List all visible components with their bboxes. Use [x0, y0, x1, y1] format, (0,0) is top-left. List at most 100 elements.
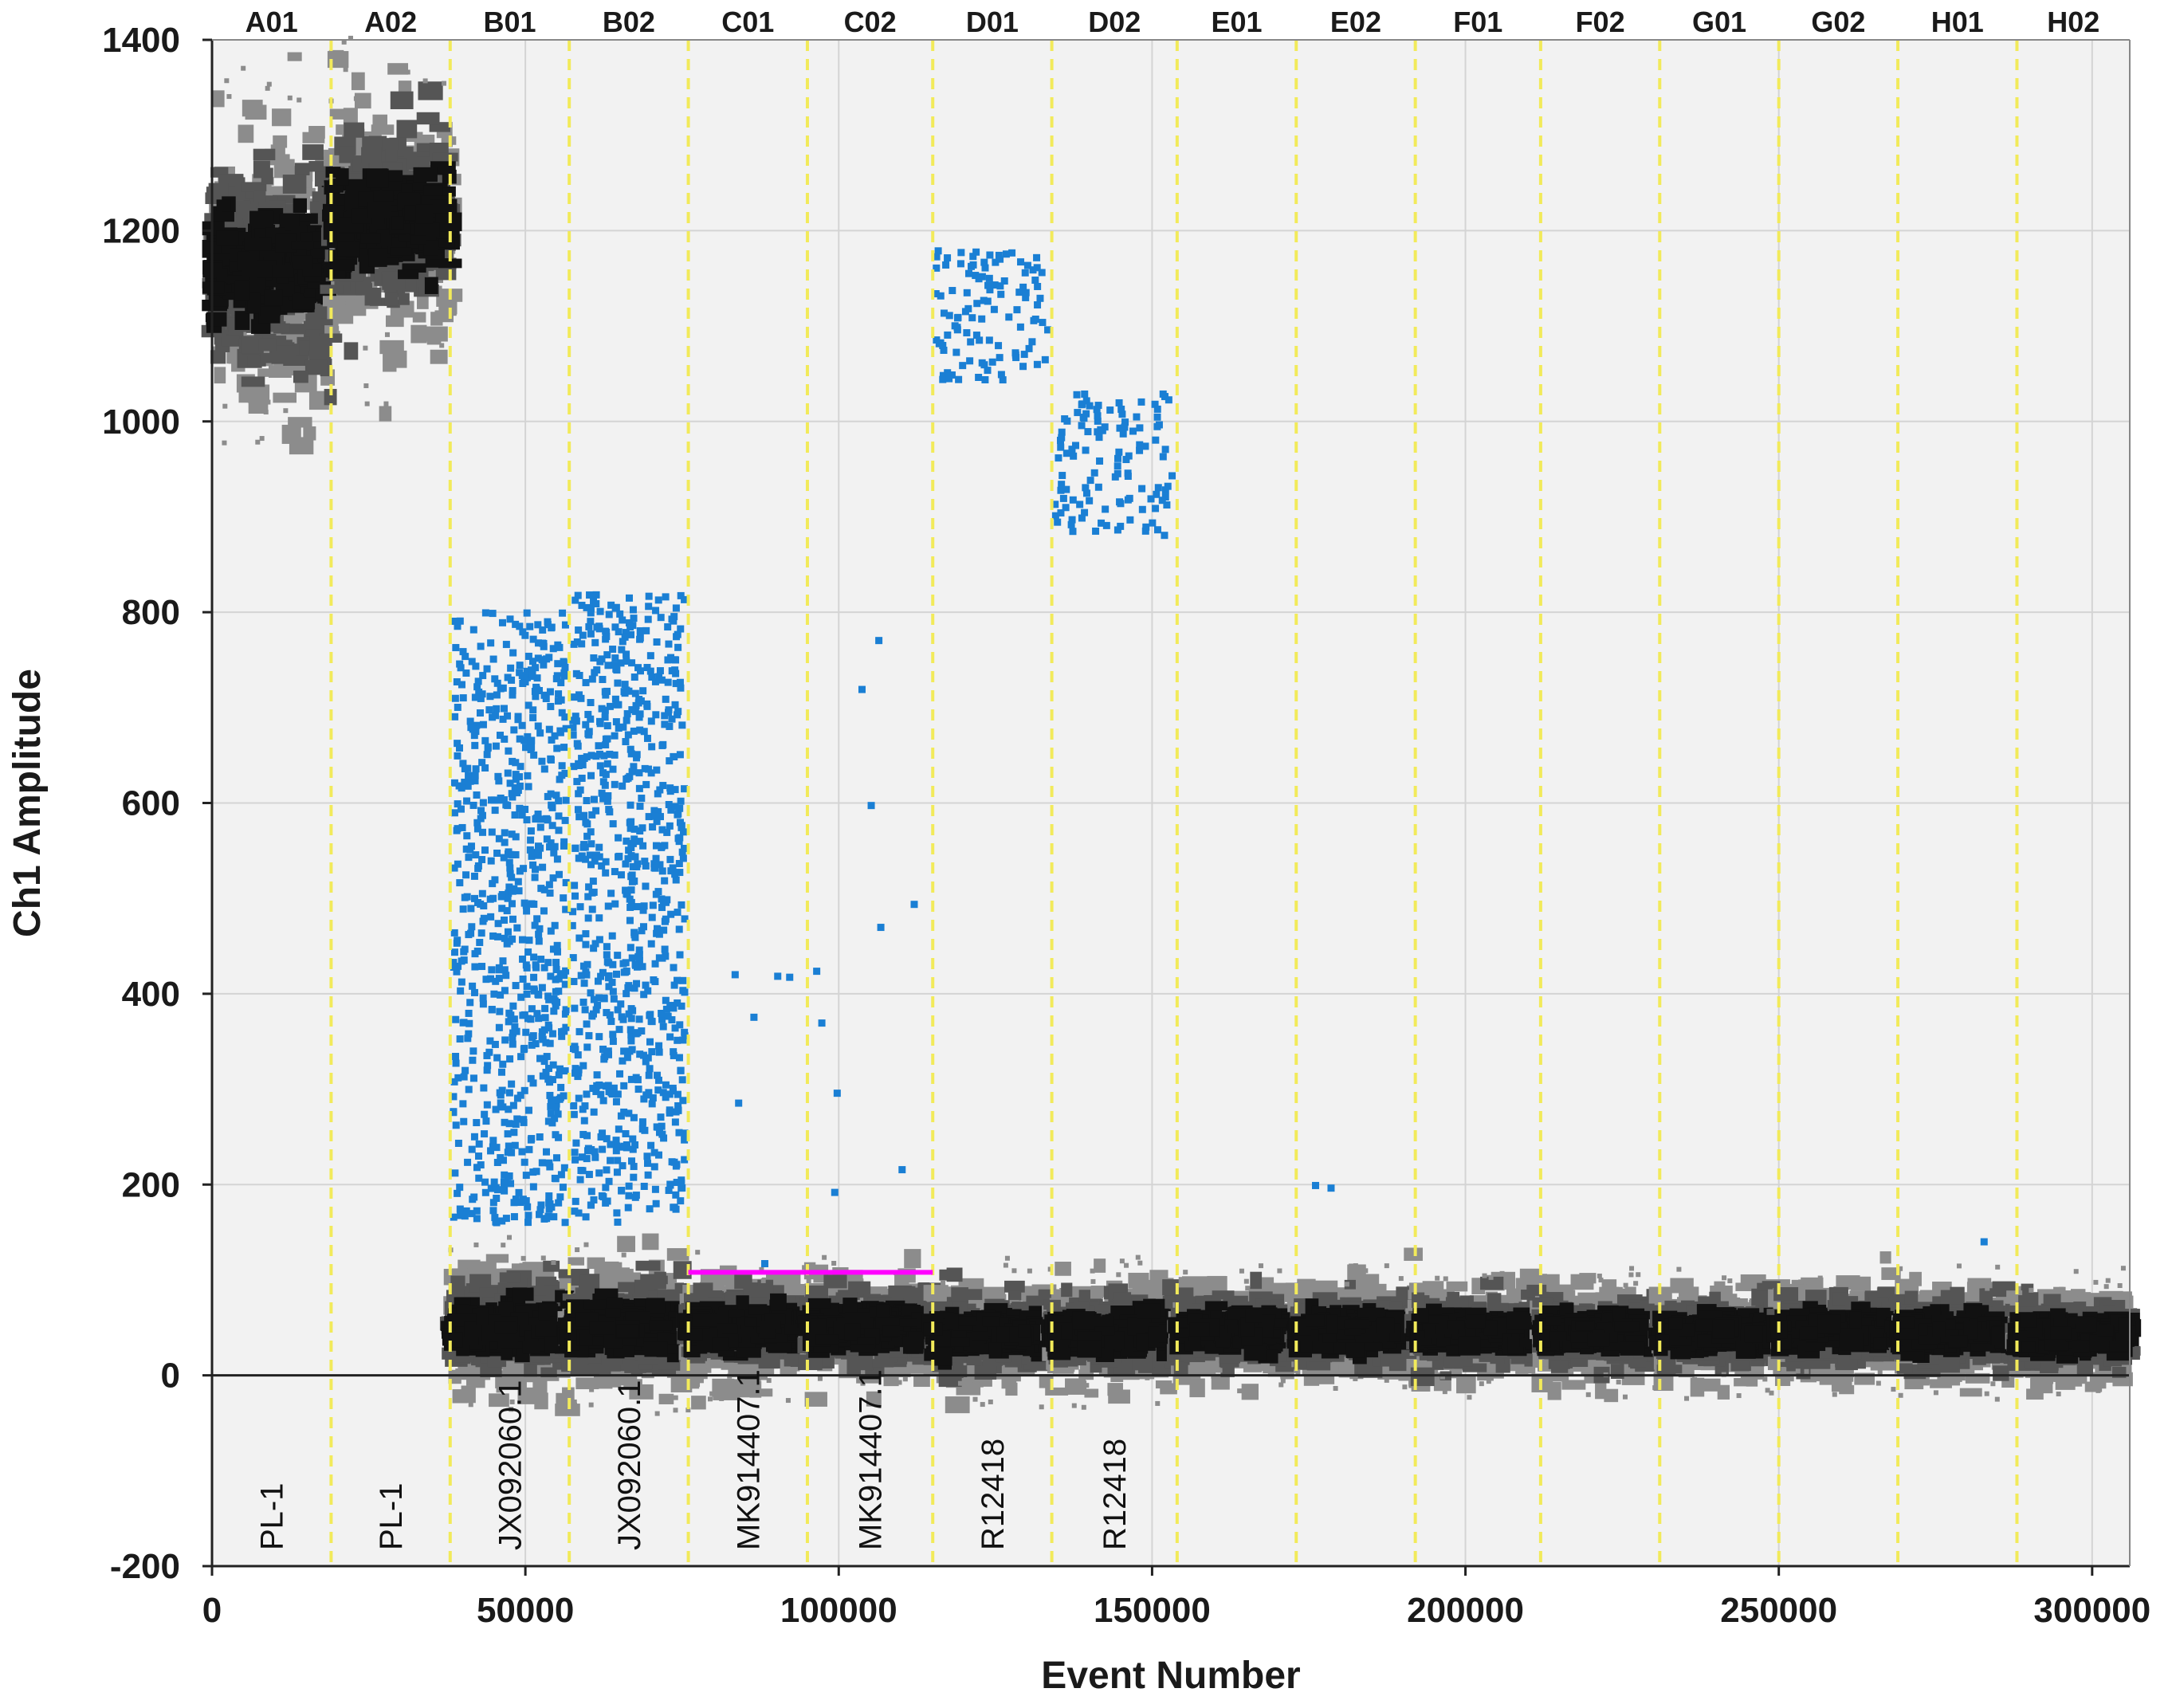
negative-droplet: [331, 260, 355, 271]
negative-droplet: [583, 1300, 606, 1309]
negative-droplet: [589, 1388, 594, 1392]
negative-droplet: [259, 339, 277, 351]
negative-droplet: [430, 350, 448, 364]
negative-droplet: [388, 170, 403, 181]
negative-droplet: [385, 332, 390, 337]
negative-droplet: [257, 368, 269, 377]
negative-droplet: [293, 371, 308, 383]
negative-droplet: [644, 1341, 667, 1357]
negative-droplet: [616, 1324, 638, 1338]
negative-droplet: [273, 393, 297, 403]
negative-droplet: [305, 313, 321, 329]
negative-droplet: [248, 293, 261, 312]
negative-droplet: [365, 402, 370, 406]
negative-droplet: [779, 1277, 784, 1282]
negative-droplet: [413, 312, 426, 323]
negative-droplet: [767, 1378, 772, 1383]
negative-droplet: [453, 1389, 468, 1403]
negative-droplet: [264, 290, 282, 306]
negative-droplet: [269, 324, 290, 332]
negative-droplet: [572, 1403, 577, 1408]
negative-droplet: [455, 1368, 467, 1380]
negative-droplet: [674, 1396, 678, 1400]
negative-droplet: [249, 211, 273, 226]
negative-droplet: [416, 205, 433, 223]
negative-droplet: [425, 277, 438, 294]
negative-droplet: [214, 367, 226, 383]
negative-droplet: [293, 198, 307, 213]
negative-droplet: [415, 222, 439, 237]
negative-droplet: [709, 1392, 714, 1396]
negative-droplet: [693, 1282, 713, 1294]
negative-droplet: [242, 261, 265, 277]
negative-droplet: [667, 1248, 689, 1261]
negative-droplet: [254, 191, 266, 202]
negative-droplet: [913, 1376, 930, 1387]
negative-droplet: [302, 144, 324, 160]
negative-droplet: [354, 96, 359, 101]
negative-droplet: [344, 191, 358, 210]
negative-droplet: [288, 53, 302, 61]
negative-droplet: [678, 1328, 703, 1340]
negative-droplet: [619, 1242, 624, 1247]
negative-droplet: [224, 78, 229, 83]
negative-droplet: [418, 81, 442, 100]
negative-droplet: [288, 417, 312, 427]
negative-droplet: [261, 353, 285, 363]
negative-droplet: [417, 112, 440, 124]
negative-droplet: [373, 190, 393, 201]
negative-droplet: [267, 82, 272, 87]
negative-droplet: [368, 202, 391, 218]
negative-droplet: [507, 1235, 512, 1240]
negative-droplet: [558, 1393, 563, 1398]
negative-droplet: [226, 94, 231, 99]
negative-droplet: [719, 1396, 724, 1401]
negative-droplet: [216, 231, 238, 245]
negative-droplet: [695, 1250, 700, 1254]
negative-droplet: [410, 325, 426, 344]
negative-droplet: [331, 270, 346, 278]
negative-droplet: [297, 97, 301, 102]
negative-droplet: [745, 1317, 757, 1326]
negative-droplet: [659, 1394, 674, 1404]
negative-droplet: [292, 241, 314, 249]
negative-droplet: [363, 346, 367, 351]
negative-droplet: [823, 1274, 846, 1288]
negative-droplet: [655, 1412, 660, 1416]
negative-droplet: [469, 1402, 473, 1407]
negative-droplet: [649, 1320, 672, 1330]
negative-droplet: [222, 404, 227, 409]
negative-droplet: [235, 311, 250, 330]
negative-droplet: [379, 406, 392, 421]
negative-droplet: [352, 73, 365, 90]
negative-droplet: [273, 265, 293, 277]
negative-droplet: [269, 366, 292, 378]
negative-droplet: [363, 383, 368, 388]
negative-droplet: [260, 436, 265, 441]
negative-droplet: [734, 1274, 752, 1289]
negative-droplet: [759, 1355, 780, 1368]
negative-droplet: [398, 269, 418, 279]
negative-droplet: [283, 408, 288, 413]
negative-droplet: [473, 1243, 478, 1247]
negative-droplet: [589, 1403, 594, 1408]
negative-droplet: [575, 1377, 599, 1389]
negative-droplet: [283, 175, 307, 194]
negative-droplet: [477, 1307, 488, 1325]
negative-droplet: [523, 1341, 540, 1354]
negative-droplet: [583, 1243, 588, 1247]
negative-droplet: [302, 132, 324, 143]
negative-droplet: [770, 1294, 787, 1311]
negative-droplet: [495, 1321, 516, 1333]
negative-droplet: [535, 1325, 556, 1337]
negative-droplet: [337, 241, 359, 256]
negative-droplet: [579, 1333, 593, 1345]
negative-droplet: [692, 1313, 717, 1327]
negative-droplet: [309, 336, 332, 351]
negative-droplet: [344, 123, 364, 138]
negative-droplet: [238, 124, 254, 143]
negative-droplet: [293, 256, 312, 269]
negative-droplet: [391, 92, 414, 109]
negative-droplet: [303, 426, 316, 441]
